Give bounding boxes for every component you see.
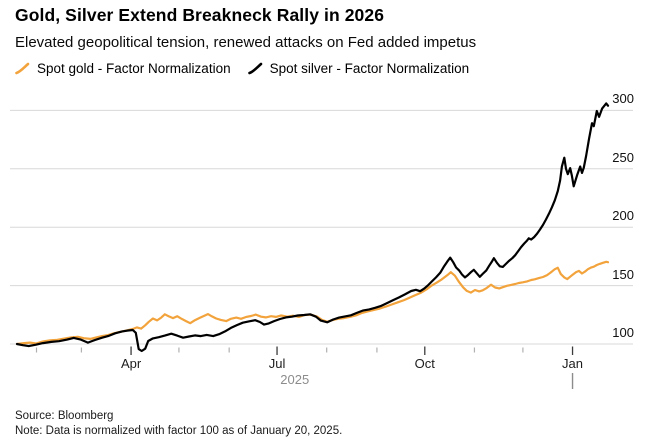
page-title: Gold, Silver Extend Breakneck Rally in 2…	[15, 5, 385, 25]
chart-subtitle: Elevated geopolitical tension, renewed a…	[15, 34, 477, 51]
y-axis-label-250: 250	[612, 149, 634, 165]
note-text: Note: Data is normalized with factor 100…	[15, 424, 343, 437]
y-axis-label-150: 150	[612, 266, 634, 282]
chart-footer: Source: Bloomberg Note: Data is normaliz…	[15, 409, 342, 438]
legend-label-silver: Spot silver - Factor Normalization	[269, 61, 470, 76]
x-axis-label-Jul: Jul	[268, 356, 286, 371]
chart-legend: Spot gold - Factor Normalization Spot si…	[15, 61, 469, 76]
source-text: Source: Bloomberg	[15, 410, 114, 422]
gold-line-marker-icon	[15, 62, 30, 75]
silver-line-marker-icon	[247, 62, 262, 75]
y-axis-label-200: 200	[612, 208, 634, 224]
y-axis-label-300: 300	[612, 91, 634, 107]
legend-item-silver: Spot silver - Factor Normalization	[247, 61, 470, 76]
x-axis-label-Oct: Oct	[414, 356, 435, 371]
x-axis-label-Jan: Jan	[562, 356, 584, 371]
series-line-silver	[15, 102, 610, 353]
series-line-gold	[15, 260, 610, 346]
legend-item-gold: Spot gold - Factor Normalization	[15, 61, 231, 76]
x-axis-label-Apr: Apr	[120, 356, 142, 371]
y-axis-label-100: 100	[612, 325, 634, 340]
x-axis-year-label: 2025	[280, 372, 310, 387]
legend-label-gold: Spot gold - Factor Normalization	[37, 61, 231, 76]
